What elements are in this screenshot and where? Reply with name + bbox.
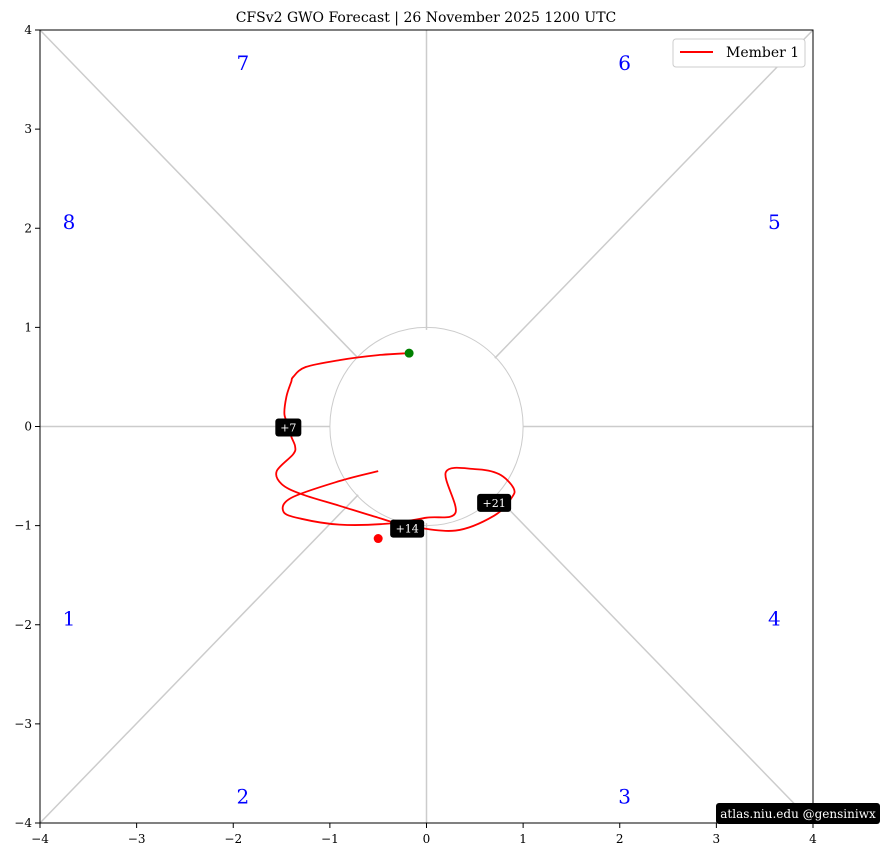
x-tick-label: 2	[616, 832, 624, 846]
y-tick-label: 2	[24, 221, 32, 235]
phase-label-1: 1	[63, 606, 76, 630]
x-tick-label: −2	[224, 832, 242, 846]
y-tick-label: 4	[24, 23, 32, 37]
y-tick-label: −4	[14, 816, 32, 830]
y-tick-label: 1	[24, 320, 32, 334]
phase-labels: 1 2 3 4 5 6 7 8	[63, 51, 781, 809]
x-tick-label: −4	[31, 832, 49, 846]
x-tick-label: 3	[713, 832, 721, 846]
day-marker-box-plus14	[390, 519, 425, 538]
phase-label-8: 8	[63, 210, 76, 234]
day-marker-box-plus21	[477, 493, 512, 512]
x-tick-label: 1	[519, 832, 527, 846]
y-tick-label: −1	[14, 519, 32, 533]
credit-text: atlas.niu.edu @gensiniwx	[720, 807, 876, 821]
phase-divider-lines	[39, 29, 814, 824]
legend-box	[672, 38, 806, 68]
end-point	[373, 534, 383, 544]
day-marker-label-plus21: +21	[483, 497, 506, 510]
y-tick-label: −2	[14, 618, 32, 632]
phase-label-2: 2	[237, 785, 250, 809]
credit-background	[716, 803, 880, 824]
day-marker-label-plus7: +7	[280, 421, 296, 434]
x-tick-label: −1	[321, 832, 339, 846]
day-marker-label-plus14: +14	[396, 523, 419, 536]
divider-upper-right	[494, 29, 814, 359]
x-tick-label: 0	[423, 832, 431, 846]
unit-circle	[329, 326, 524, 527]
divider-lower-left	[39, 494, 359, 824]
phase-label-4: 4	[768, 606, 781, 630]
phase-label-5: 5	[768, 210, 781, 234]
unit-circle-outline	[329, 326, 524, 527]
x-tick-label: 4	[809, 832, 817, 846]
y-tick-label: −3	[14, 717, 32, 731]
phase-label-6: 6	[618, 51, 631, 75]
y-tick-label: 0	[24, 420, 32, 434]
chart-title: CFSv2 GWO Forecast | 26 November 2025 12…	[236, 10, 617, 26]
divider-lower-right	[494, 494, 814, 824]
phase-label-7: 7	[237, 51, 250, 75]
legend-label-member-1: Member 1	[726, 45, 799, 61]
day-marker-box-plus7	[275, 418, 302, 437]
start-point	[404, 348, 414, 358]
axis-ticks: −4 −3 −2 −1 0 1 2 3 4 −4 −3 −2 −1 0 1 2 3 4	[14, 23, 817, 846]
phase-label-3: 3	[618, 785, 631, 809]
divider-upper-left	[39, 29, 359, 359]
credit-badge: atlas.niu.edu @gensiniwx	[716, 803, 880, 824]
day-markers: +7 +14 +21	[275, 418, 512, 538]
x-tick-label: −3	[128, 832, 146, 846]
legend: Member 1	[672, 38, 806, 68]
y-tick-label: 3	[24, 122, 32, 136]
